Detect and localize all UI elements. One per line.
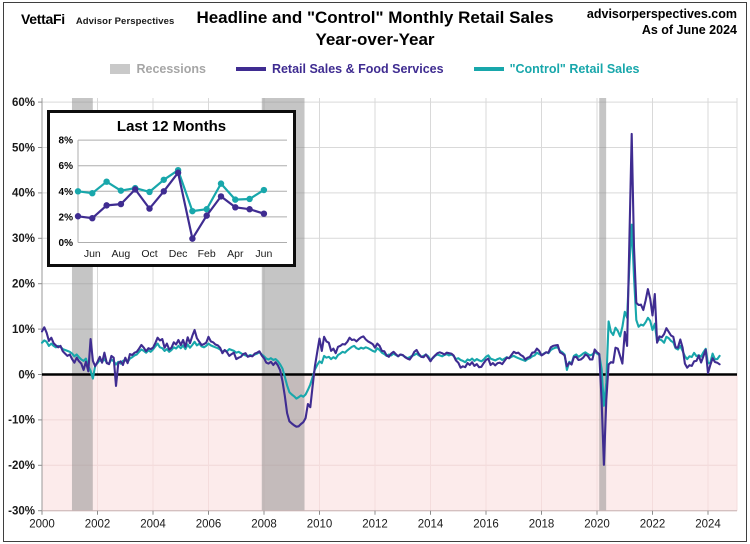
as-of-date: As of June 2024 <box>641 22 737 37</box>
recession-swatch <box>110 64 131 74</box>
chart-title: Headline and "Control" Monthly Retail Sa… <box>196 8 554 27</box>
legend-item-control-retail-sales: "Control" Retail Sales <box>473 62 640 76</box>
svg-text:-30%: -30% <box>8 506 35 518</box>
svg-text:2%: 2% <box>59 212 74 223</box>
svg-text:2016: 2016 <box>473 519 499 531</box>
inset-chart: Last 12 Months 0% 2% 4% 6% 8% Jun Aug Oct Dec Feb… <box>47 110 296 267</box>
svg-text:4%: 4% <box>59 187 74 198</box>
legend-label: "Control" Retail Sales <box>509 62 640 76</box>
legend-item-retail-sales: Retail Sales & Food Services <box>235 62 444 76</box>
vettafi-logo: VettaFi Advisor Perspectives <box>21 11 174 27</box>
svg-text:8%: 8% <box>59 136 74 147</box>
chart-legend: Recessions Retail Sales & Food Services … <box>0 62 750 76</box>
legend-label: Retail Sales & Food Services <box>271 62 444 76</box>
svg-text:0%: 0% <box>18 369 35 381</box>
svg-text:6%: 6% <box>59 161 74 172</box>
logo-subtitle: Advisor Perspectives <box>75 16 175 27</box>
svg-text:-10%: -10% <box>8 415 35 427</box>
title-block: Headline and "Control" Monthly Retail Sa… <box>150 7 600 51</box>
svg-text:0%: 0% <box>59 238 74 249</box>
svg-text:40%: 40% <box>12 188 35 200</box>
svg-text:2002: 2002 <box>85 519 111 531</box>
svg-text:Jun: Jun <box>84 248 101 260</box>
svg-text:Apr: Apr <box>227 248 244 260</box>
svg-text:2008: 2008 <box>251 519 277 531</box>
svg-text:2018: 2018 <box>529 519 555 531</box>
svg-text:-20%: -20% <box>8 460 35 472</box>
svg-text:10%: 10% <box>12 324 35 336</box>
control-retail-line-swatch <box>473 67 504 71</box>
source-url: advisorperspectives.com <box>586 7 737 21</box>
svg-text:2024: 2024 <box>695 519 721 531</box>
svg-text:20%: 20% <box>12 279 35 291</box>
logo-wordmark: VettaFi <box>21 11 65 27</box>
retail-sales-line-swatch <box>235 67 266 71</box>
svg-text:30%: 30% <box>12 233 35 245</box>
svg-text:2012: 2012 <box>362 519 388 531</box>
svg-text:2006: 2006 <box>196 519 222 531</box>
svg-text:Oct: Oct <box>141 248 157 260</box>
svg-text:Feb: Feb <box>198 248 216 260</box>
chart-subtitle: Year-over-Year <box>315 30 435 50</box>
svg-text:50%: 50% <box>12 142 35 154</box>
svg-text:2014: 2014 <box>418 519 444 531</box>
svg-text:2000: 2000 <box>29 519 55 531</box>
inset-plot: 0% 2% 4% 6% 8% Jun Aug Oct Dec Feb Apr Jun <box>59 136 287 260</box>
svg-text:60%: 60% <box>12 97 35 109</box>
svg-text:2010: 2010 <box>307 519 333 531</box>
svg-text:2004: 2004 <box>140 519 166 531</box>
svg-text:Dec: Dec <box>169 248 188 260</box>
source-block: advisorperspectives.com As of June 2024 <box>587 7 737 38</box>
svg-text:2020: 2020 <box>584 519 610 531</box>
svg-text:Jun: Jun <box>255 248 272 260</box>
legend-label: Recessions <box>136 62 206 76</box>
svg-text:2022: 2022 <box>640 519 666 531</box>
inset-title: Last 12 Months <box>116 118 227 135</box>
svg-text:Aug: Aug <box>112 248 131 260</box>
legend-item-recessions: Recessions <box>110 62 206 76</box>
